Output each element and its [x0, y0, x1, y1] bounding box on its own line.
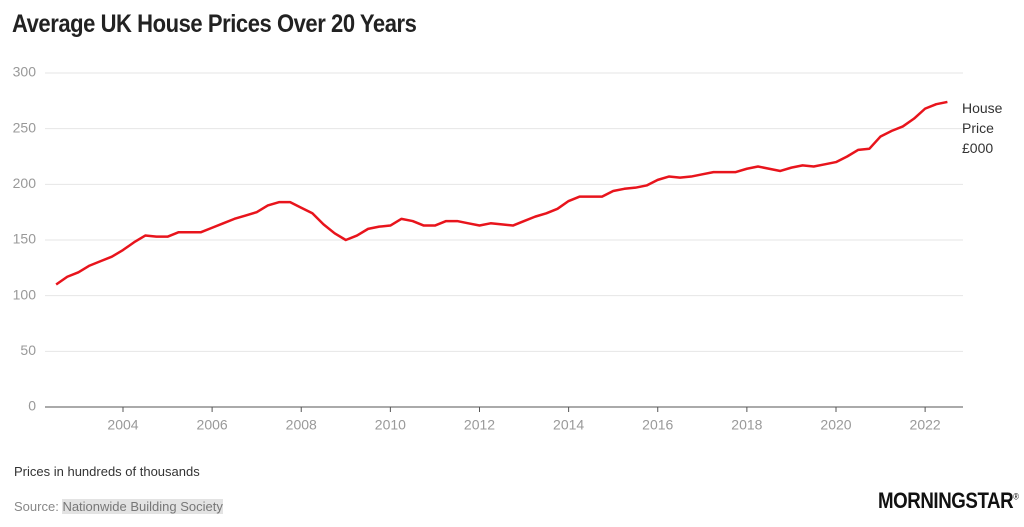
x-tick-label: 2008: [286, 417, 317, 433]
y-tick-label: 300: [13, 64, 37, 80]
x-tick-label: 2014: [553, 417, 584, 433]
note: Prices in hundreds of thousands: [14, 464, 200, 479]
x-tick-label: 2004: [107, 417, 138, 433]
logo: MORNINGSTAR®: [878, 488, 1019, 513]
source: Source: Nationwide Building Society: [14, 499, 223, 514]
source-label: Source:: [14, 499, 59, 514]
y-tick-label: 100: [13, 286, 37, 302]
x-tick-label: 2006: [197, 417, 228, 433]
data-line: [55, 100, 948, 286]
series-label: House Price £000: [962, 100, 1003, 156]
x-tick-label: 2016: [642, 417, 673, 433]
y-tick-label: 0: [28, 398, 36, 414]
x-tick-label: 2012: [464, 417, 495, 433]
y-tick-label: 200: [13, 175, 37, 191]
x-tick-label: 2010: [375, 417, 406, 433]
y-tick-label: 250: [13, 119, 37, 135]
x-tick-label: 2022: [910, 417, 941, 433]
source-name: Nationwide Building Society: [62, 499, 223, 514]
logo-text: MORNINGSTAR: [878, 488, 1014, 513]
chart-title: Average UK House Prices Over 20 Years: [12, 10, 417, 38]
y-tick-label: 150: [13, 231, 37, 247]
x-tick-label: 2020: [820, 417, 851, 433]
y-tick-label: 50: [20, 342, 36, 358]
x-tick-label: 2018: [731, 417, 762, 433]
